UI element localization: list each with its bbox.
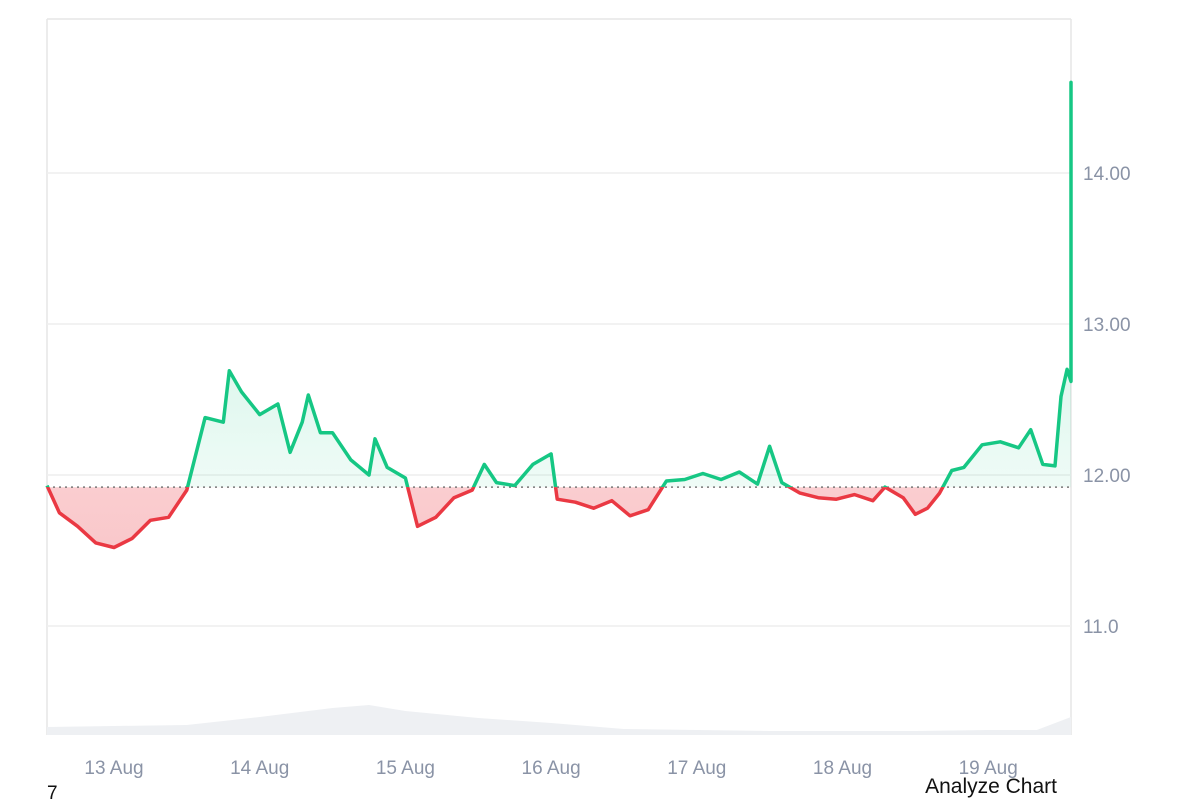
price-area-above — [47, 82, 1071, 488]
x-tick-label: 17 Aug — [667, 758, 726, 779]
x-tick-label: 13 Aug — [84, 758, 143, 779]
volume-shape — [47, 650, 1071, 735]
price-line — [45, 80, 1073, 550]
price-line-up — [45, 80, 1073, 488]
gridlines — [47, 172, 1071, 627]
x-tick-label: 18 Aug — [813, 758, 872, 779]
price-area-fill — [47, 82, 1071, 548]
price-line-down — [45, 487, 945, 550]
y-tick-label: 11.0 — [1083, 617, 1119, 638]
y-tick-label: 13.00 — [1083, 315, 1131, 336]
x-tick-label: 16 Aug — [522, 758, 581, 779]
x-axis-ticks: 13 Aug 14 Aug 15 Aug 16 Aug 17 Aug 18 Aug 19 A… — [84, 758, 1017, 779]
volume-area — [47, 650, 1071, 735]
x-tick-label: 15 Aug — [376, 758, 435, 779]
footer-number: 7 — [47, 783, 58, 804]
x-tick-label: 14 Aug — [230, 758, 289, 779]
y-tick-label: 12.00 — [1083, 466, 1131, 487]
x-tick-label: 19 Aug — [959, 758, 1018, 779]
y-tick-label: 14.00 — [1083, 164, 1131, 185]
y-axis-ticks: 11.0 12.00 13.00 14.00 — [1083, 164, 1131, 638]
analyze-chart-link[interactable]: Analyze Chart — [925, 775, 1057, 798]
